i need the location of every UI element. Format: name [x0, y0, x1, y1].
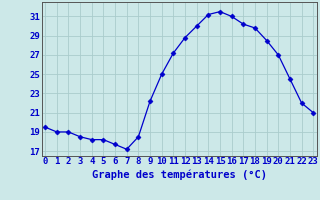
X-axis label: Graphe des températures (°C): Graphe des températures (°C) — [92, 169, 267, 180]
